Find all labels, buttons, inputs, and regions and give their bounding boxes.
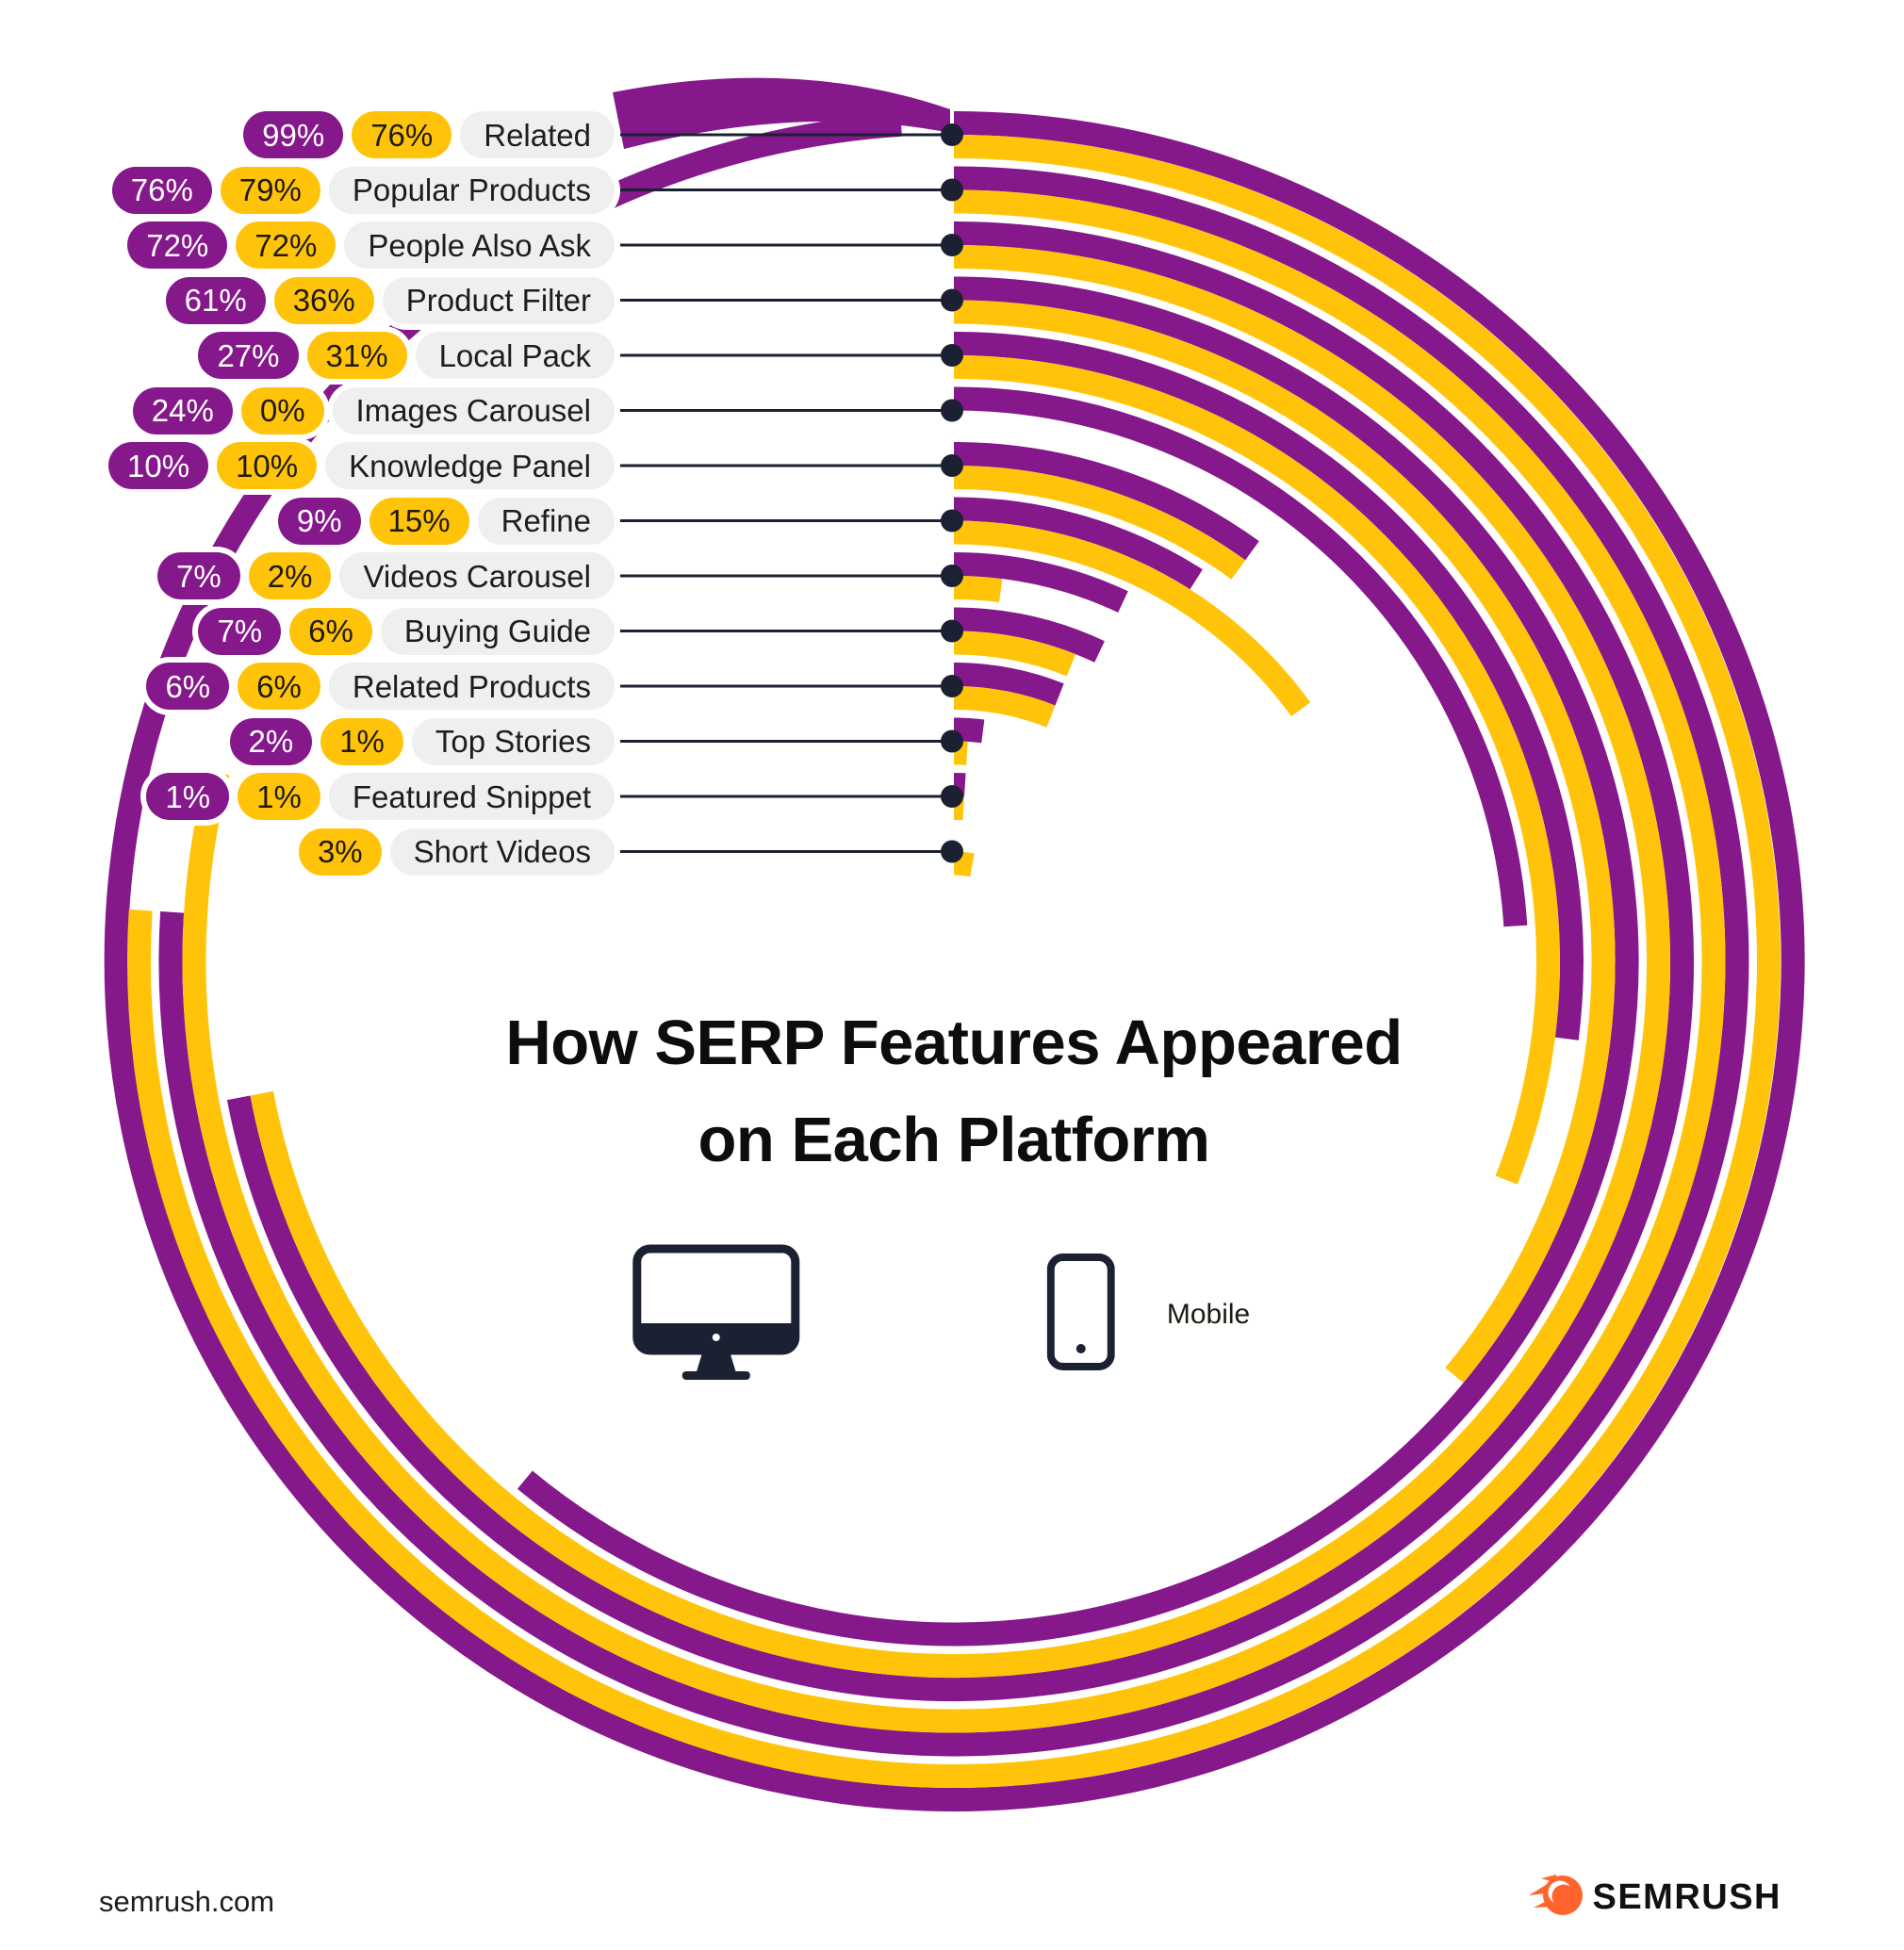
- mobile-arc: [953, 520, 1311, 716]
- leader-dot: [941, 840, 963, 863]
- mobile-arc: [953, 631, 1075, 677]
- leader-dot: [941, 729, 963, 753]
- semrush-logo: SEMRUSH: [1528, 1870, 1781, 1925]
- desktop-arc: [953, 663, 1064, 706]
- mobile-arc: [250, 245, 1670, 1678]
- desktop-arc: [953, 717, 985, 744]
- mobile-arc: [127, 135, 1781, 1788]
- mobile-arc: [953, 355, 1560, 1185]
- leader-dot: [941, 454, 963, 477]
- leader-dot: [941, 178, 963, 202]
- leader-dot: [941, 288, 963, 312]
- mobile-arc: [953, 300, 1616, 1384]
- semrush-wordmark: SEMRUSH: [1592, 1877, 1781, 1917]
- legend-mobile-pill: Mobile: [1166, 1298, 1251, 1330]
- leader-dot: [941, 675, 963, 697]
- desktop-arc: [953, 442, 1259, 561]
- title-line-1: How SERP Features Appeared: [505, 1008, 1403, 1078]
- mobile-arc: [953, 685, 1056, 728]
- desktop-arc: [158, 166, 1749, 1757]
- semrush-flame-icon: [1528, 1870, 1584, 1925]
- legend-desktop-pill: Desktop: [849, 1298, 954, 1330]
- leader-dot: [941, 234, 963, 256]
- mobile-arc: [953, 575, 1003, 603]
- desktop-arc: [953, 497, 1203, 590]
- mobile-arc: [953, 851, 975, 877]
- mobile-arc: [182, 189, 1726, 1733]
- desktop-arc: [953, 552, 1128, 613]
- leader-dot: [941, 619, 963, 643]
- leader-dot: [941, 399, 963, 422]
- page-title: How SERP Features Appeared on Each Platf…: [505, 995, 1403, 1188]
- arc-tail-flourish: [613, 77, 950, 149]
- leader-dot: [941, 565, 963, 587]
- desktop-arc: [953, 607, 1105, 663]
- desktop-icon: [632, 1244, 800, 1385]
- legend: Desktop Mobile: [632, 1244, 1275, 1385]
- mobile-icon: [1046, 1254, 1115, 1375]
- desktop-arc: [226, 221, 1694, 1701]
- leader-dot: [941, 344, 963, 367]
- desktop-arc: [953, 386, 1528, 927]
- site-url: semrush.com: [99, 1885, 275, 1918]
- desktop-arc: [517, 276, 1639, 1647]
- desktop-arc: [953, 332, 1584, 1041]
- title-line-2: on Each Platform: [698, 1104, 1210, 1175]
- leader-dot: [941, 785, 963, 808]
- leader-dot: [941, 123, 963, 146]
- mobile-arc: [953, 466, 1246, 580]
- leader-dot: [941, 509, 963, 533]
